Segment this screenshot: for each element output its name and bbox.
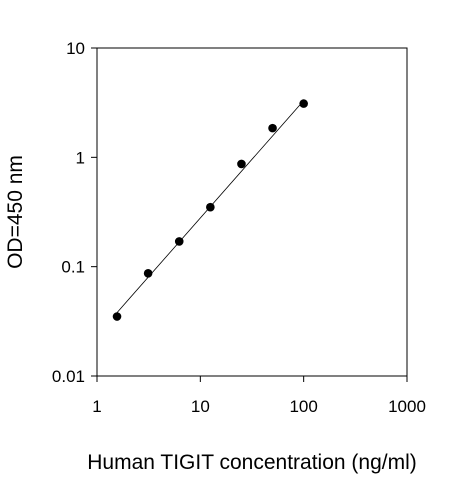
x-tick-label: 10 xyxy=(191,397,210,416)
y-axis-label: OD=450 nm xyxy=(4,155,27,269)
x-tick-label: 1 xyxy=(92,397,101,416)
data-point xyxy=(143,268,153,278)
y-tick-label: 10 xyxy=(66,39,85,58)
y-tick-label: 1 xyxy=(76,148,85,167)
data-point xyxy=(174,237,184,246)
x-tick-label: 1000 xyxy=(388,397,426,416)
data-point xyxy=(206,202,215,212)
y-axis: 0.01 0.1 1 10 xyxy=(52,39,97,386)
data-points xyxy=(112,99,308,321)
data-point xyxy=(237,159,246,169)
x-axis: 1 10 100 1000 xyxy=(92,376,426,416)
x-axis-label: Human TIGIT concentration (ng/ml) xyxy=(87,451,417,474)
plot-frame xyxy=(96,47,408,377)
data-point xyxy=(268,123,277,133)
x-tick-label: 100 xyxy=(289,397,317,416)
data-point xyxy=(299,99,308,108)
y-tick-label: 0.1 xyxy=(61,258,85,277)
data-point xyxy=(112,312,122,321)
y-tick-label: 0.01 xyxy=(52,367,85,386)
